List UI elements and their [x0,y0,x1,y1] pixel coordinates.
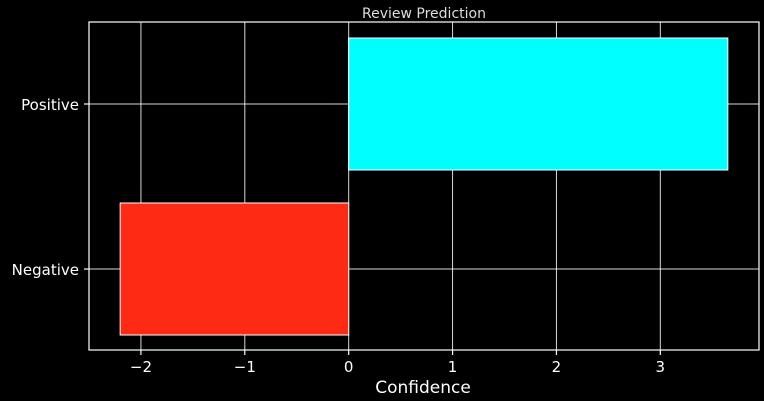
x-tick-label: −1 [234,358,256,376]
x-axis-label: Confidence [375,378,471,398]
chart-title: Review Prediction [362,6,486,22]
ticks: −2 −1 0 1 2 3 Positive Negative [12,96,665,376]
plot-frame [88,21,760,351]
y-tick-label: Positive [21,96,79,114]
x-tick-label: −2 [130,358,152,376]
x-tick-label: 3 [656,358,666,376]
bar-negative [119,202,350,336]
x-tick-label: 1 [448,358,458,376]
bar-positive [348,37,729,171]
x-tick-label: 0 [344,358,354,376]
x-tick-label: 2 [552,358,562,376]
y-tick-label: Negative [12,261,79,279]
bars [119,37,729,336]
